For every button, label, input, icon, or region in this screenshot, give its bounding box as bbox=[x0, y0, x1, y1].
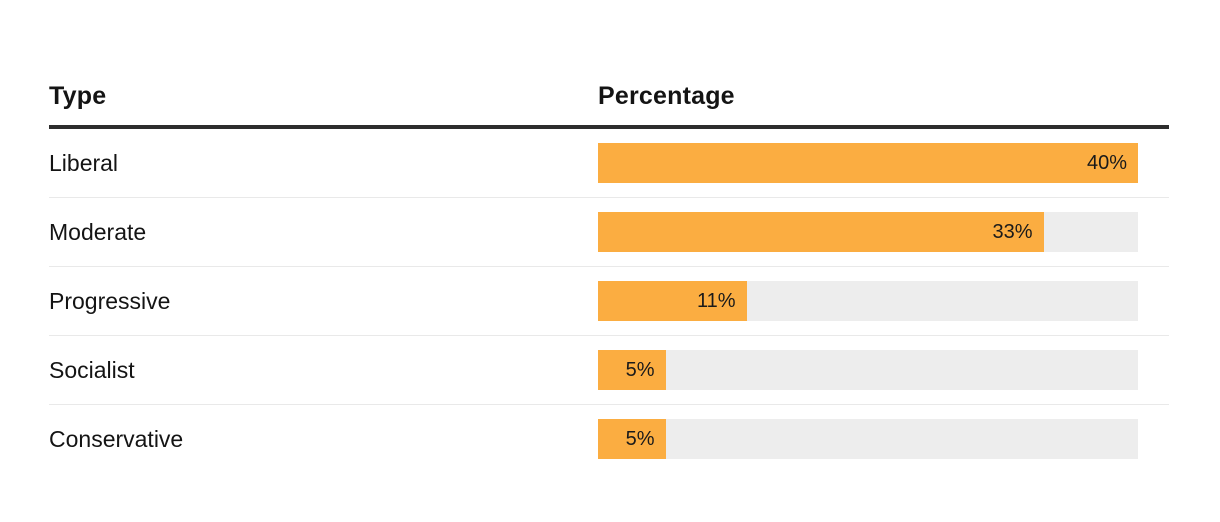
percentage-bar: 5% bbox=[598, 419, 666, 459]
bar-value-label: 11% bbox=[696, 289, 736, 312]
percentage-bar: 33% bbox=[598, 212, 1044, 252]
bar-value-label: 5% bbox=[625, 427, 655, 450]
bar-track: 5% bbox=[598, 419, 1138, 459]
bar-value-label: 5% bbox=[625, 358, 655, 381]
column-header-percentage: Percentage bbox=[598, 82, 735, 110]
table-row-conservative: Conservative 5% bbox=[49, 405, 1169, 473]
bar-track: 11% bbox=[598, 281, 1138, 321]
table-row-liberal: Liberal 40% bbox=[49, 129, 1169, 198]
bar-track: 33% bbox=[598, 212, 1138, 252]
bar-track: 5% bbox=[598, 350, 1138, 390]
row-label: Conservative bbox=[49, 425, 184, 452]
percentage-bar: 5% bbox=[598, 350, 666, 390]
table-row-progressive: Progressive 11% bbox=[49, 267, 1169, 336]
row-label: Progressive bbox=[49, 287, 171, 314]
bar-track: 40% bbox=[598, 143, 1138, 183]
row-label: Socialist bbox=[49, 356, 135, 383]
table-row-socialist: Socialist 5% bbox=[49, 336, 1169, 405]
table-header-row: Type Percentage bbox=[49, 82, 1169, 129]
bar-value-label: 33% bbox=[992, 220, 1033, 243]
column-header-type: Type bbox=[49, 82, 107, 110]
percentage-bar: 11% bbox=[598, 281, 747, 321]
row-label: Liberal bbox=[49, 149, 119, 176]
percentage-table: Type Percentage Liberal 40% Moderate 33%… bbox=[49, 82, 1169, 473]
table-row-moderate: Moderate 33% bbox=[49, 198, 1169, 267]
row-label: Moderate bbox=[49, 218, 147, 245]
bar-value-label: 40% bbox=[1086, 151, 1127, 174]
percentage-bar: 40% bbox=[598, 143, 1138, 183]
